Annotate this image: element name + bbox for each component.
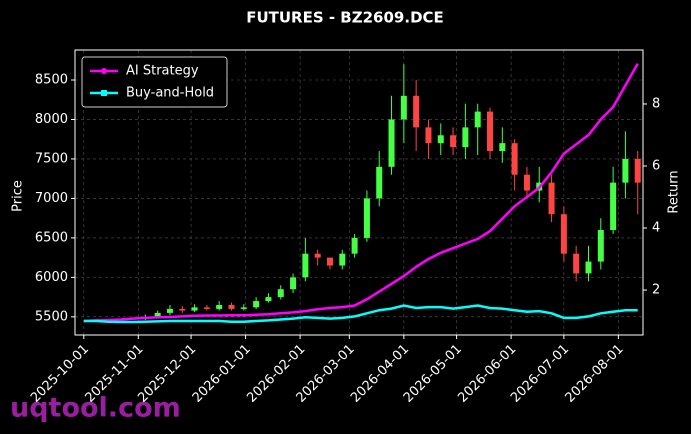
legend-box: [81, 56, 228, 108]
candle-body: [253, 301, 260, 308]
y-axis-label: Price: [11, 180, 26, 212]
candle-body: [277, 289, 284, 298]
candle-body: [290, 277, 297, 290]
candle-body: [585, 261, 592, 274]
candle-body: [597, 230, 604, 262]
candle-body: [450, 135, 457, 148]
candle-body: [622, 158, 629, 183]
candle-body: [179, 308, 186, 311]
y-tick-label: 5500: [35, 309, 68, 324]
candle-body: [240, 307, 247, 309]
candle-body: [302, 253, 309, 278]
series-line: [83, 62, 639, 323]
candle-body: [191, 307, 198, 311]
y-tick-label: 7000: [35, 191, 68, 206]
candle-body: [425, 127, 432, 144]
candle-body: [154, 312, 161, 317]
candle-body: [216, 305, 223, 309]
candle-body: [511, 143, 518, 175]
candle-body: [634, 158, 641, 183]
y-tick-label: 6000: [35, 270, 68, 285]
candle-body: [363, 198, 370, 238]
candle-body: [265, 297, 272, 302]
candle-body: [413, 95, 420, 128]
legend-label: AI Strategy: [126, 64, 199, 79]
candle-body: [388, 119, 395, 167]
candle-body: [339, 253, 346, 266]
candle-body: [376, 166, 383, 199]
y2-tick-label: 4: [652, 221, 660, 236]
candle-body: [523, 174, 530, 191]
y-tick-label: 8000: [35, 112, 68, 127]
candle-body: [560, 214, 567, 254]
y2-axis-label: Return: [667, 170, 682, 213]
legend-marker: [101, 68, 107, 74]
candle-body: [437, 135, 444, 144]
plot-frame: [74, 49, 644, 336]
candle-body: [548, 182, 555, 215]
y2-tick-label: 2: [652, 283, 660, 298]
legend-label: Buy-and-Hold: [126, 86, 214, 101]
candle-body: [228, 305, 235, 309]
candle-body: [203, 307, 210, 309]
candle-body: [573, 253, 580, 274]
series-line: [83, 304, 638, 324]
legend-marker: [101, 90, 107, 96]
watermark: uqtool.com: [10, 393, 181, 424]
candle-body: [487, 111, 494, 152]
candle-body: [314, 253, 321, 258]
candle-body: [400, 95, 407, 120]
y2-tick-label: 6: [652, 158, 660, 173]
candle-body: [499, 143, 506, 152]
y2-tick-label: 8: [652, 96, 660, 111]
candle-body: [351, 237, 358, 254]
chart-title: FUTURES - BZ2609.DCE: [246, 9, 444, 27]
y-tick-label: 8500: [35, 73, 68, 88]
candle-body: [326, 257, 333, 266]
candle-body: [610, 182, 617, 230]
candle-body: [166, 308, 173, 313]
y-tick-label: 6500: [35, 230, 68, 245]
candle-body: [462, 127, 469, 148]
y-tick-label: 7500: [35, 151, 68, 166]
candle-body: [474, 111, 481, 128]
